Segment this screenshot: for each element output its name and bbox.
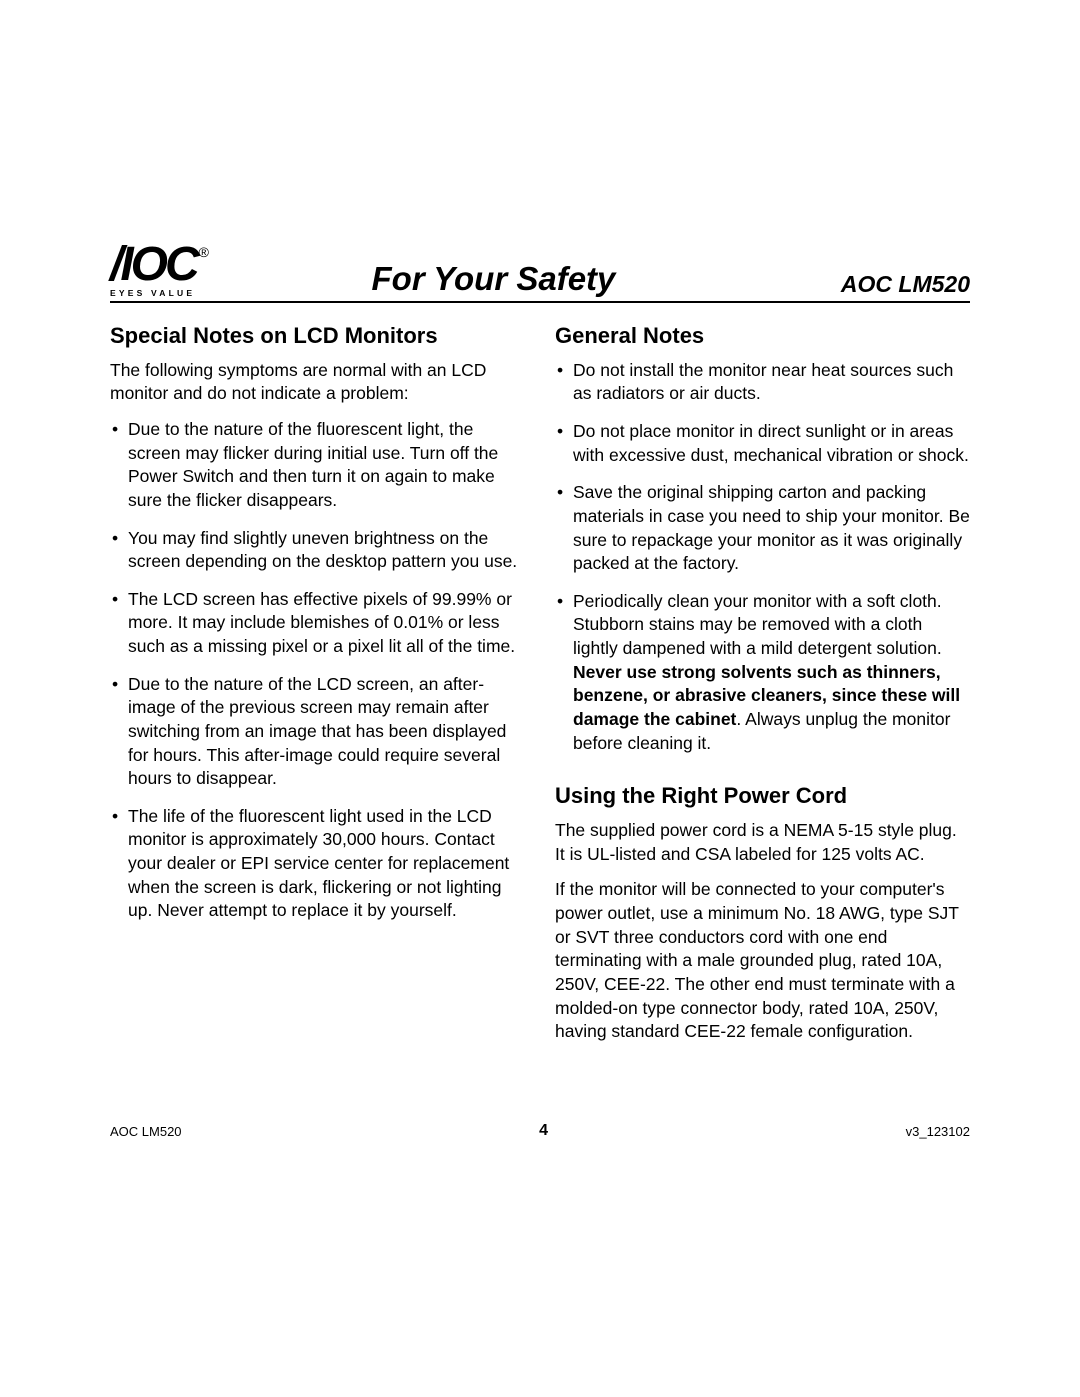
footer-model: AOC LM520 (110, 1124, 182, 1139)
list-item: Save the original shipping carton and pa… (573, 481, 970, 576)
special-notes-intro: The following symptoms are normal with a… (110, 359, 525, 406)
list-item: The LCD screen has effective pixels of 9… (128, 588, 525, 659)
content-columns: Special Notes on LCD Monitors The follow… (110, 323, 970, 1056)
list-item: Due to the nature of the fluorescent lig… (128, 418, 525, 513)
list-item: Due to the nature of the LCD screen, an … (128, 673, 525, 791)
list-item: Do not install the monitor near heat sou… (573, 359, 970, 406)
left-column: Special Notes on LCD Monitors The follow… (110, 323, 525, 1056)
special-notes-heading: Special Notes on LCD Monitors (110, 323, 525, 349)
list-item: The life of the fluorescent light used i… (128, 805, 525, 923)
header: /IOC ® EYES VALUE For Your Safety AOC LM… (110, 245, 970, 303)
general-notes-heading: General Notes (555, 323, 970, 349)
page-number: 4 (539, 1122, 548, 1140)
power-cord-p1: The supplied power cord is a NEMA 5-15 s… (555, 819, 970, 866)
power-cord-heading: Using the Right Power Cord (555, 783, 970, 809)
model-number: AOC LM520 (841, 271, 970, 298)
list-item: Periodically clean your monitor with a s… (573, 590, 970, 755)
power-cord-p2: If the monitor will be connected to your… (555, 878, 970, 1043)
special-notes-list: Due to the nature of the fluorescent lig… (110, 418, 525, 923)
clean-text-pre: Periodically clean your monitor with a s… (573, 591, 942, 658)
registered-icon: ® (199, 247, 206, 259)
footer-version: v3_123102 (906, 1124, 970, 1139)
page-content: /IOC ® EYES VALUE For Your Safety AOC LM… (110, 245, 970, 1056)
right-column: General Notes Do not install the monitor… (555, 323, 970, 1056)
general-notes-list: Do not install the monitor near heat sou… (555, 359, 970, 755)
list-item: Do not place monitor in direct sunlight … (573, 420, 970, 467)
page-footer: AOC LM520 4 v3_123102 (110, 1122, 970, 1140)
page-title: For Your Safety (146, 260, 841, 298)
list-item: You may find slightly uneven brightness … (128, 527, 525, 574)
